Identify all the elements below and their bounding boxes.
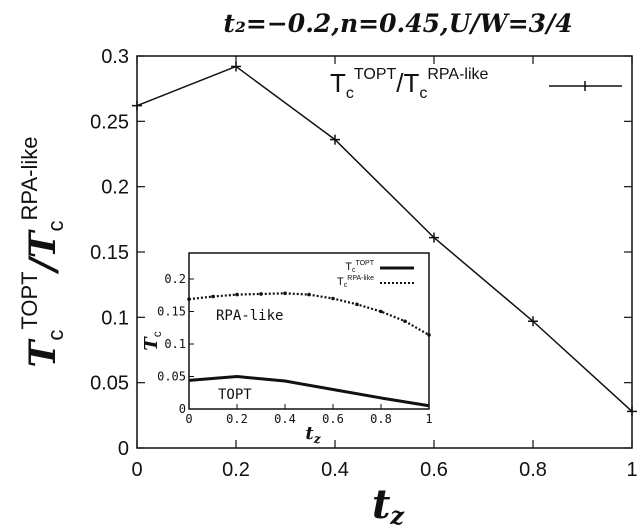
inset-y-axis-label: Tc	[141, 331, 164, 350]
inset-y-tick-label: 0.15	[157, 305, 186, 319]
inset-annotation-topt: TOPT	[218, 387, 252, 403]
y-tick-label: 0.2	[101, 177, 129, 199]
y-tick-label: 0.3	[101, 46, 129, 68]
inset-series-topt	[188, 374, 430, 408]
x-tick-label: 0	[131, 459, 142, 481]
main-series	[132, 61, 637, 417]
x-tick-label: 0.6	[420, 459, 448, 481]
x-tick-label: 0.2	[222, 459, 250, 481]
svg-text:TcTOPT/TcRPA-like: TcTOPT/TcRPA-like	[330, 66, 489, 102]
inset-x-axis-label: tz	[305, 423, 321, 446]
inset-x-tick-label: 0.4	[274, 412, 296, 426]
inset-x-tick-label: 0.2	[226, 412, 248, 426]
inset-data-point	[427, 333, 431, 337]
inset-y-tick-label: 0.1	[164, 337, 186, 351]
inset-y-tick-label: 0.2	[164, 272, 186, 286]
y-axis-label: TcTOPT/TcRPA-like	[17, 137, 68, 368]
series-line	[136, 65, 633, 412]
inset-legend: TcTOPT TcRPA-like	[337, 260, 414, 289]
inset-series	[187, 291, 431, 408]
inset-chart: 0 0.2 0.4 0.6 0.8 1 0 0.05 0.1 0.15 0.2 Tc tz RPA-…	[141, 252, 433, 446]
chart-title: t₂=−0.2,n=0.45,U/W=3/4	[223, 9, 572, 38]
x-tick-label: 0.4	[321, 459, 349, 481]
inset-x-tick-label: 1	[425, 412, 432, 426]
inset-data-point	[355, 302, 359, 307]
x-tick-label: 1	[626, 459, 637, 481]
inset-data-point	[235, 292, 239, 297]
inset-x-tick-label: 0.8	[370, 412, 392, 426]
inset-data-point	[211, 294, 215, 299]
inset-data-point	[259, 292, 263, 296]
x-tick-label: 0.8	[519, 459, 547, 481]
svg-text:TcTOPT/TcRPA-like: TcTOPT/TcRPA-like	[17, 137, 68, 368]
inset-y-tick-label: 0	[179, 402, 186, 416]
inset-data-point	[331, 296, 335, 301]
y-tick-label: 0.05	[90, 373, 129, 395]
x-axis-label: tz	[372, 481, 405, 529]
inset-x-tick-label: 0	[185, 412, 192, 426]
inset-data-point	[379, 309, 383, 314]
inset-plot-frame	[188, 252, 430, 410]
inset-data-point	[187, 297, 191, 301]
inset-data-point	[307, 292, 311, 297]
legend: TcTOPT/TcRPA-like	[330, 66, 622, 102]
inset-annotation-rpa: RPA-like	[216, 308, 283, 324]
y-tick-label: 0.15	[90, 242, 129, 264]
inset-x-tick-label: 0.6	[322, 412, 344, 426]
svg-text:TcRPA-like: TcRPA-like	[337, 275, 374, 289]
inset-y-tick-label: 0.05	[157, 370, 186, 384]
inset-ticks: 0 0.2 0.4 0.6 0.8 1 0 0.05 0.1 0.15 0.2	[157, 272, 433, 426]
y-tick-label: 0.1	[101, 307, 129, 329]
main-ticks: 0 0.2 0.4 0.6 0.8 1 0 0.05 0.1 0.15 0.2 0.25 0.3	[90, 46, 637, 481]
inset-data-point	[283, 291, 287, 296]
inset-data-point	[403, 319, 407, 324]
y-tick-label: 0	[118, 438, 129, 460]
y-tick-label: 0.25	[90, 111, 129, 133]
svg-text:TcTOPT: TcTOPT	[345, 260, 374, 274]
